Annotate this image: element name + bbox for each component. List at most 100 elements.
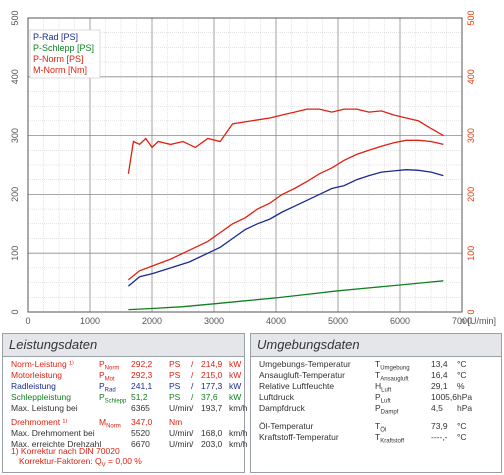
data-row: Max. Drehmoment bei 5520 U/min/ 168,0 km/h	[3, 428, 247, 439]
data-row: Schleppleistung PSchlepp 51,2 PS / 37,6 kW	[3, 392, 244, 405]
x-tick-label: 2000	[142, 316, 162, 326]
row-label: Ansaugluft-Temperatur	[259, 370, 345, 380]
row-symbol: TUmgebung	[375, 359, 410, 372]
row-symbol: PMot	[99, 370, 115, 383]
y-left-tick-label: 0	[10, 309, 20, 314]
row-label: Drehmoment ¹⁾	[11, 417, 68, 427]
row-value-2: 37,6	[201, 392, 218, 402]
data-row: Radleistung PRad 241,1 PS / 177,3 kW	[3, 381, 244, 394]
row-separator: /	[191, 439, 194, 449]
row-value-1: 241,1	[131, 381, 153, 391]
data-row: Motorleistung PMot 292,3 PS / 215,0 kW	[3, 370, 244, 383]
data-row: Relative Luftfeuchte HLuft 29,1%	[251, 381, 501, 394]
row-label: Radleistung	[11, 381, 56, 391]
x-tick-label: 7000	[452, 316, 472, 326]
row-label: Öl-Temperatur	[259, 421, 314, 431]
row-label: Schleppleistung	[11, 392, 72, 402]
chart-axes: 0 1000 2000 3000 4000 5000 6000 700001002003004…	[10, 10, 496, 326]
series-line	[127, 108, 444, 174]
row-unit: °C	[457, 432, 467, 442]
row-value-2: 214,9	[201, 359, 223, 369]
row-label: Dampfdruck	[259, 403, 305, 413]
footnote-din: 1) Korrektur nach DIN 70020	[11, 446, 120, 456]
row-value: 73,9	[431, 421, 448, 431]
chart-legend: P-Rad [PS]P-Schlepp [PS]P-Norm [PS]M-Nor…	[29, 29, 101, 79]
row-value-2: 177,3	[201, 381, 223, 391]
row-label: Umgebungs-Temperatur	[259, 359, 351, 369]
legend-entry: M-Norm [Nm]	[33, 65, 87, 75]
y-left-tick-label: 400	[10, 69, 20, 84]
row-value-1: 292,3	[131, 370, 153, 380]
row-unit: °C	[457, 359, 467, 369]
row-value: 1005,6	[431, 392, 457, 402]
row-value-1: 6365	[131, 403, 150, 413]
row-value-2: 168,0	[201, 428, 223, 438]
row-value-1: 6670	[131, 439, 150, 449]
row-label: Kraftstoff-Temperatur	[259, 432, 339, 442]
row-value: 13,4	[431, 359, 448, 369]
row-value-2: 215,0	[201, 370, 223, 380]
row-unit-1: PS	[169, 359, 181, 369]
data-row: Umgebungs-Temperatur TUmgebung 13,4 °C	[251, 359, 501, 372]
row-symbol: PNorm	[99, 359, 120, 372]
row-unit: hPa	[457, 392, 473, 402]
row-separator: /	[191, 428, 194, 438]
row-unit: °C	[457, 421, 467, 431]
row-label: Motorleistung	[11, 370, 63, 380]
row-value-1: 347,0	[131, 417, 153, 427]
row-unit-1: U/min	[169, 403, 192, 413]
row-symbol: MNorm	[99, 417, 121, 430]
y-right-tick-label: 500	[466, 10, 476, 25]
row-symbol: HLuft	[375, 381, 392, 394]
x-tick-label: 3000	[204, 316, 224, 326]
row-symbol: PRad	[99, 381, 116, 394]
y-left-tick-label: 100	[10, 246, 20, 261]
row-label: Luftdruck	[259, 392, 294, 402]
footnote-correction: Korrektur-Faktoren: QV = 0,00 %	[19, 456, 142, 469]
data-row: Ansaugluft-Temperatur TAnsaugluft 16,4 °C	[251, 370, 501, 383]
row-label: Norm-Leistung ¹⁾	[11, 359, 75, 369]
row-unit-1: PS	[169, 392, 181, 402]
row-separator: /	[191, 381, 194, 391]
row-label: Relative Luftfeuchte	[259, 381, 335, 391]
row-label: Max. erreichte Drehzahl	[11, 439, 102, 449]
row-value: ----,-	[431, 432, 448, 442]
row-unit-2: km/h	[229, 403, 248, 413]
row-value-2: 193,7	[201, 403, 223, 413]
y-left-tick-label: 200	[10, 187, 20, 202]
row-unit: %	[457, 381, 465, 391]
y-right-tick-label: 100	[466, 246, 476, 261]
legend-box	[29, 29, 101, 79]
umgebungsdaten-panel: Umgebungsdaten Umgebungs-Temperatur TUmge…	[250, 333, 502, 473]
data-row: Kraftstoff-Temperatur TKraftstoff ----,- °C	[251, 432, 501, 445]
row-value-2: 203,0	[201, 439, 223, 449]
y-left-tick-label: 500	[10, 10, 20, 25]
row-symbol: PLuft	[375, 392, 391, 405]
row-unit-1: PS	[169, 370, 181, 380]
row-unit-2: kW	[229, 370, 242, 380]
row-value: 16,4	[431, 370, 448, 380]
row-symbol: PSchlepp	[99, 392, 127, 405]
legend-entry: P-Schlepp [PS]	[33, 43, 94, 53]
plot-frame	[27, 17, 463, 313]
data-row: Öl-Temperatur TÖl 73,9 °C	[251, 421, 501, 434]
row-unit-1: U/min	[169, 439, 192, 449]
row-value: 4,5	[431, 403, 443, 413]
chart-series	[127, 108, 444, 311]
row-label: Max. Drehmoment bei	[11, 428, 95, 438]
row-unit-2: kW	[229, 359, 242, 369]
legend-entry: P-Norm [PS]	[33, 54, 84, 64]
x-tick-label: 1000	[80, 316, 100, 326]
data-row: Dampfdruck PDampf 4,5 hPa	[251, 403, 501, 416]
row-unit-2: kW	[229, 392, 242, 402]
x-axis-label: n [U/min]	[460, 316, 496, 326]
row-value-1: 51,2	[131, 392, 148, 402]
x-tick-label: 4000	[266, 316, 286, 326]
legend-entry: P-Rad [PS]	[33, 32, 78, 42]
row-unit-1: Nm	[169, 417, 183, 427]
y-left-tick-label: 300	[10, 128, 20, 143]
row-separator: /	[191, 392, 194, 402]
row-separator: /	[191, 359, 194, 369]
data-row: Norm-Leistung ¹⁾ PNorm 292,2 PS / 214,9 kW	[3, 359, 244, 372]
row-value-1: 292,2	[131, 359, 153, 369]
